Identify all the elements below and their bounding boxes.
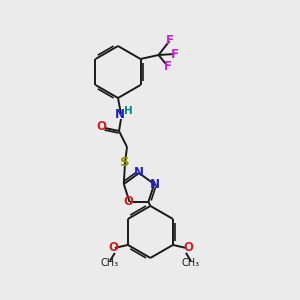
Text: N: N	[150, 178, 160, 190]
Text: F: F	[164, 59, 172, 73]
Text: F: F	[170, 47, 178, 61]
Text: H: H	[124, 106, 132, 116]
Text: N: N	[115, 107, 125, 121]
Text: CH₃: CH₃	[101, 258, 119, 268]
Text: O: O	[124, 195, 134, 208]
Text: N: N	[134, 166, 144, 178]
Text: O: O	[96, 121, 106, 134]
Text: O: O	[108, 242, 118, 254]
Text: F: F	[166, 34, 173, 47]
Text: O: O	[183, 242, 193, 254]
Text: S: S	[120, 157, 130, 169]
Text: CH₃: CH₃	[182, 258, 200, 268]
